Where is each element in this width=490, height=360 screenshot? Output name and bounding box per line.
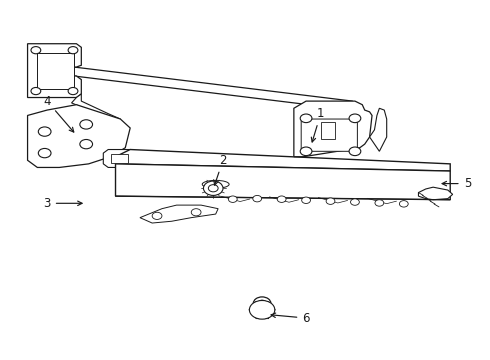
Polygon shape xyxy=(72,94,121,123)
Text: 1: 1 xyxy=(311,107,324,142)
Ellipse shape xyxy=(202,180,229,188)
Circle shape xyxy=(300,114,312,123)
Circle shape xyxy=(253,195,262,202)
Circle shape xyxy=(38,148,51,158)
Circle shape xyxy=(80,139,93,149)
Bar xyxy=(37,53,74,89)
Circle shape xyxy=(68,87,78,95)
Polygon shape xyxy=(103,149,135,167)
Text: 6: 6 xyxy=(271,311,310,325)
Bar xyxy=(321,122,335,139)
Circle shape xyxy=(375,200,384,206)
Polygon shape xyxy=(59,65,352,110)
Circle shape xyxy=(350,199,359,205)
Polygon shape xyxy=(301,119,357,151)
Circle shape xyxy=(80,120,93,129)
Circle shape xyxy=(38,127,51,136)
Circle shape xyxy=(228,196,237,202)
Polygon shape xyxy=(27,105,130,167)
Circle shape xyxy=(300,147,312,156)
Circle shape xyxy=(253,297,271,310)
Circle shape xyxy=(349,114,361,123)
Circle shape xyxy=(152,212,162,220)
Text: 3: 3 xyxy=(44,197,82,210)
Polygon shape xyxy=(27,44,81,98)
Circle shape xyxy=(208,185,218,192)
Circle shape xyxy=(68,46,78,54)
Circle shape xyxy=(258,300,267,307)
Polygon shape xyxy=(140,205,218,223)
Text: 5: 5 xyxy=(442,177,471,190)
Circle shape xyxy=(399,201,408,207)
Circle shape xyxy=(326,198,335,204)
Text: 2: 2 xyxy=(214,154,227,185)
Circle shape xyxy=(31,87,41,95)
Text: 4: 4 xyxy=(43,95,74,132)
Circle shape xyxy=(277,196,286,202)
Polygon shape xyxy=(116,164,450,200)
Circle shape xyxy=(31,46,41,54)
Polygon shape xyxy=(369,108,387,151)
Circle shape xyxy=(191,209,201,216)
Circle shape xyxy=(203,181,223,195)
Polygon shape xyxy=(418,187,453,200)
Circle shape xyxy=(302,197,311,203)
Polygon shape xyxy=(116,149,450,171)
Bar xyxy=(111,154,128,163)
Polygon shape xyxy=(294,101,372,157)
Circle shape xyxy=(349,147,361,156)
Circle shape xyxy=(249,301,275,319)
